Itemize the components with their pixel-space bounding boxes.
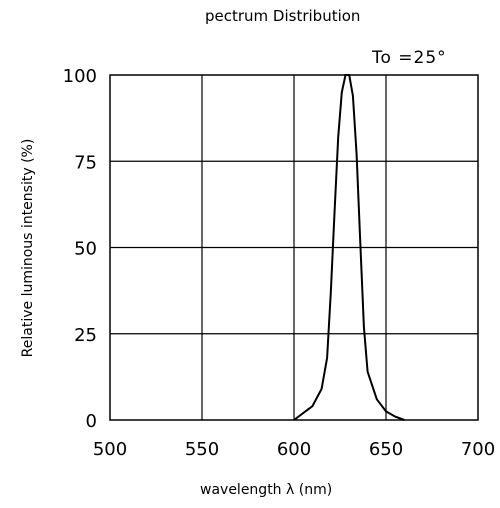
- tick-labels: 500 550 600 650 700 0 25 50 75 100: [63, 66, 496, 460]
- y-tick-label: 50: [74, 239, 97, 260]
- x-axis-label: wavelength λ (nm): [200, 482, 333, 498]
- temperature-annotation: To =25°: [372, 48, 447, 68]
- x-tick-label: 500: [93, 439, 127, 460]
- chart-title: pectrum Distribution: [205, 7, 361, 25]
- x-tick-label: 550: [185, 439, 219, 460]
- spectrum-curve: [293, 74, 405, 421]
- y-axis-label: Relative luminous intensity (%): [20, 138, 36, 358]
- x-tick-label: 700: [461, 439, 495, 460]
- x-tick-label: 650: [369, 439, 403, 460]
- y-tick-label: 75: [74, 152, 97, 173]
- y-tick-label: 0: [86, 411, 97, 432]
- x-tick-label: 600: [277, 439, 311, 460]
- grid: [110, 75, 478, 420]
- y-tick-label: 100: [63, 66, 97, 87]
- y-tick-label: 25: [74, 325, 97, 346]
